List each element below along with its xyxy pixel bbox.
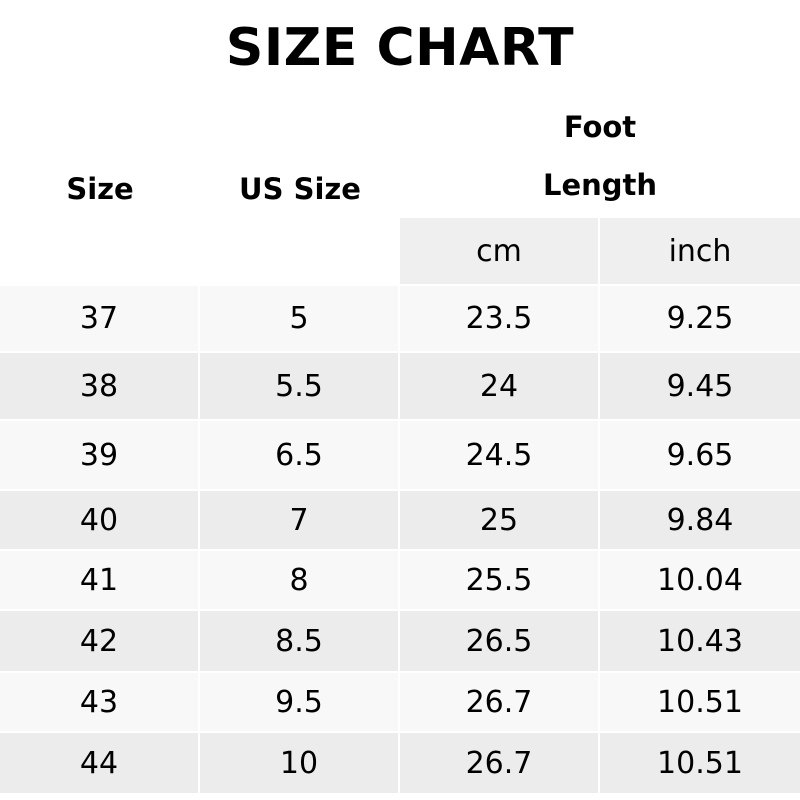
table-row: 37 5 23.5 9.25 (0, 286, 800, 351)
table-row: 44 10 26.7 10.51 (0, 733, 800, 793)
table-cell: 5.5 (200, 353, 398, 419)
table-cell: 8.5 (200, 611, 398, 671)
table-row: 41 8 25.5 10.04 (0, 551, 800, 609)
table-cell: 10.51 (600, 673, 800, 731)
table-cell: 25.5 (400, 551, 598, 609)
table-cell: 7 (200, 491, 398, 549)
table-cell: 42 (0, 611, 198, 671)
table-row: 39 6.5 24.5 9.65 (0, 421, 800, 489)
table-cell: 25 (400, 491, 598, 549)
table-cell: 44 (0, 733, 198, 793)
header-foot-length-line1: Foot (563, 110, 637, 144)
table-row: 38 5.5 24 9.45 (0, 353, 800, 419)
table-cell: 10.51 (600, 733, 800, 793)
table-cell: 41 (0, 551, 198, 609)
table-cell: 26.7 (400, 733, 598, 793)
table-cell: 9.84 (600, 491, 800, 549)
table-cell: 10.04 (600, 551, 800, 609)
table-cell: 9.65 (600, 421, 800, 489)
table-cell: 24.5 (400, 421, 598, 489)
table-cell: 40 (0, 491, 198, 549)
header-cm: cm (400, 218, 598, 284)
table-cell: 6.5 (200, 421, 398, 489)
table-cell: 10 (200, 733, 398, 793)
header-foot-length-line2: Length (542, 168, 658, 202)
page-title: SIZE CHART (225, 18, 575, 78)
table-cell: 5 (200, 286, 398, 351)
table-cell: 37 (0, 286, 198, 351)
table-cell: 10.43 (600, 611, 800, 671)
header-inch: inch (600, 218, 800, 284)
table-cell: 9.5 (200, 673, 398, 731)
table-cell: 24 (400, 353, 598, 419)
table-cell: 39 (0, 421, 198, 489)
table-cell: 26.5 (400, 611, 598, 671)
table-cell: 9.25 (600, 286, 800, 351)
table-cell: 9.45 (600, 353, 800, 419)
table-cell: 38 (0, 353, 198, 419)
table-row: 43 9.5 26.7 10.51 (0, 673, 800, 731)
table-row: 40 7 25 9.84 (0, 491, 800, 549)
table-row: 42 8.5 26.5 10.43 (0, 611, 800, 671)
table-cell: 26.7 (400, 673, 598, 731)
table-cell: 23.5 (400, 286, 598, 351)
table-cell: 43 (0, 673, 198, 731)
header-size: Size (66, 172, 134, 206)
header-us-size: US Size (239, 172, 361, 206)
table-cell: 8 (200, 551, 398, 609)
